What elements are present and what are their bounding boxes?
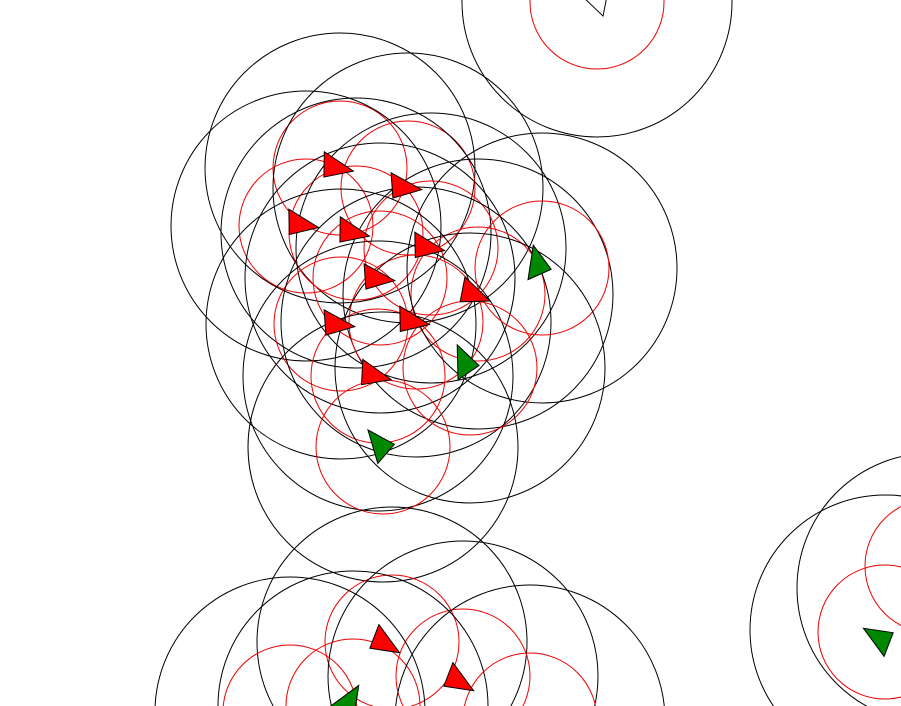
- agent: [855, 618, 898, 657]
- agent: [439, 662, 482, 701]
- range-inner: [410, 226, 546, 362]
- range-inner: [864, 506, 901, 626]
- range-outer: [217, 570, 489, 706]
- range-inner: [222, 644, 358, 706]
- range-outer: [406, 132, 678, 404]
- agent: [284, 208, 321, 239]
- range-inner: [238, 158, 374, 294]
- range-outer: [295, 112, 567, 384]
- range-inner: [324, 574, 460, 706]
- range-outer: [154, 576, 426, 706]
- range-outer: [170, 90, 442, 362]
- range-outer: [244, 142, 516, 414]
- range-outer: [220, 97, 492, 369]
- agent: [321, 309, 357, 339]
- range-outer: [334, 232, 606, 504]
- range-inner: [817, 564, 901, 700]
- range-outer: [204, 32, 476, 304]
- range-outer: [749, 494, 901, 706]
- range-outer: [247, 311, 519, 583]
- range-inner: [395, 608, 531, 706]
- range-inner: [312, 210, 448, 346]
- range-outer: [242, 240, 514, 512]
- range-outer: [205, 188, 477, 460]
- range-outer: [342, 158, 614, 430]
- agent: [365, 624, 408, 663]
- agent: [319, 151, 357, 183]
- range-outer: [461, 0, 733, 138]
- range-outer: [395, 584, 665, 706]
- range-inner: [363, 180, 499, 316]
- perception-ranges: [154, 0, 901, 706]
- range-outer: [796, 456, 901, 706]
- range-outer: [256, 506, 528, 706]
- range-outer: [327, 540, 599, 706]
- agent: [572, 0, 613, 17]
- range-inner: [285, 638, 421, 706]
- agent: [519, 241, 553, 281]
- range-inner: [463, 652, 597, 706]
- range-inner: [529, 0, 665, 70]
- range-inner: [474, 200, 610, 336]
